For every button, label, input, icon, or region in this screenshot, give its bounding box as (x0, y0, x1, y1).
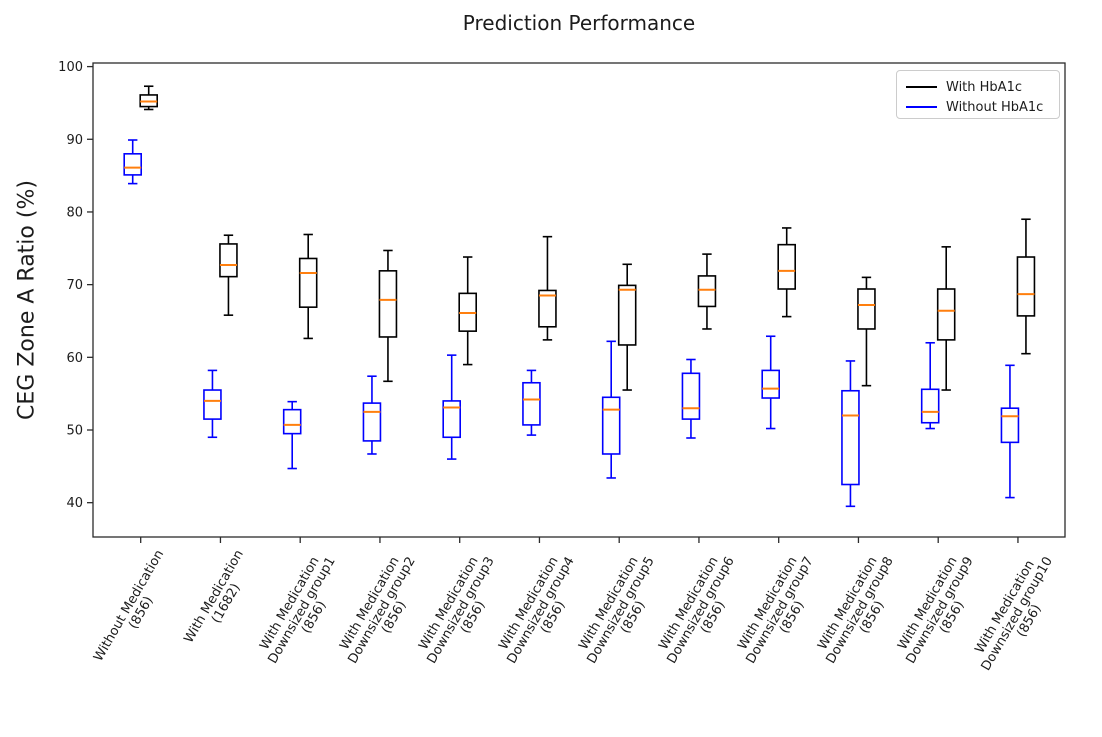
box-with-hba1c-11 (936, 246, 956, 391)
iqr-box (219, 243, 238, 278)
iqr-box (936, 288, 956, 341)
legend-item-without-hba1c: Without HbA1c (906, 97, 1053, 117)
chart-title: Prediction Performance (462, 11, 696, 35)
iqr-box (920, 388, 940, 424)
box-with-hba1c-7 (617, 263, 637, 391)
iqr-box (522, 381, 541, 426)
iqr-box (601, 396, 621, 455)
y-tick-label: 80 (66, 205, 83, 220)
legend-label: With HbA1c (946, 79, 1022, 95)
box-without-hba1c-6 (522, 369, 541, 436)
iqr-box (442, 400, 462, 439)
box-with-hba1c-1 (139, 85, 158, 111)
box-with-hba1c-2 (219, 234, 238, 316)
box-without-hba1c-12 (1000, 364, 1020, 499)
box-with-hba1c-6 (538, 235, 557, 341)
box-with-hba1c-3 (298, 233, 318, 340)
box-without-hba1c-8 (681, 358, 701, 439)
box-without-hba1c-4 (362, 375, 382, 455)
legend-label: Without HbA1c (946, 99, 1044, 115)
box-with-hba1c-4 (378, 249, 398, 383)
box-without-hba1c-11 (920, 341, 940, 430)
iqr-box (1000, 407, 1020, 444)
box-with-hba1c-5 (458, 256, 478, 366)
iqr-box (362, 402, 382, 442)
y-tick-label: 100 (58, 60, 83, 75)
box-with-hba1c-9 (777, 227, 797, 318)
iqr-box (378, 270, 398, 338)
box-without-hba1c-1 (123, 139, 142, 185)
box-without-hba1c-5 (442, 354, 462, 460)
box-with-hba1c-10 (857, 276, 876, 387)
box-without-hba1c-10 (841, 360, 860, 508)
y-tick-label: 60 (66, 351, 83, 366)
legend-line-blue-icon (906, 106, 937, 108)
legend: With HbA1c Without HbA1c (896, 70, 1060, 119)
box-without-hba1c-2 (203, 369, 222, 439)
iqr-box (681, 372, 701, 420)
legend-item-with-hba1c: With HbA1c (906, 77, 1053, 97)
iqr-box (761, 369, 781, 399)
iqr-box (857, 288, 876, 330)
box-without-hba1c-9 (761, 335, 781, 430)
iqr-box (841, 389, 860, 486)
y-tick-label: 50 (66, 424, 83, 439)
iqr-box (697, 275, 717, 308)
iqr-box (777, 243, 797, 290)
box-without-hba1c-7 (601, 340, 621, 479)
iqr-box (282, 408, 302, 435)
y-tick-label: 90 (66, 133, 83, 148)
iqr-box (538, 289, 557, 328)
box-without-hba1c-3 (282, 400, 302, 470)
iqr-box (298, 257, 318, 308)
iqr-box (617, 284, 637, 346)
legend-line-black-icon (906, 86, 937, 88)
y-tick-label: 70 (66, 278, 83, 293)
y-tick-label: 40 (66, 496, 83, 511)
iqr-box (123, 153, 142, 176)
box-with-hba1c-12 (1016, 218, 1036, 355)
iqr-box (203, 389, 222, 420)
box-with-hba1c-8 (697, 253, 717, 330)
iqr-box (1016, 256, 1036, 317)
axes-frame (92, 62, 1066, 538)
